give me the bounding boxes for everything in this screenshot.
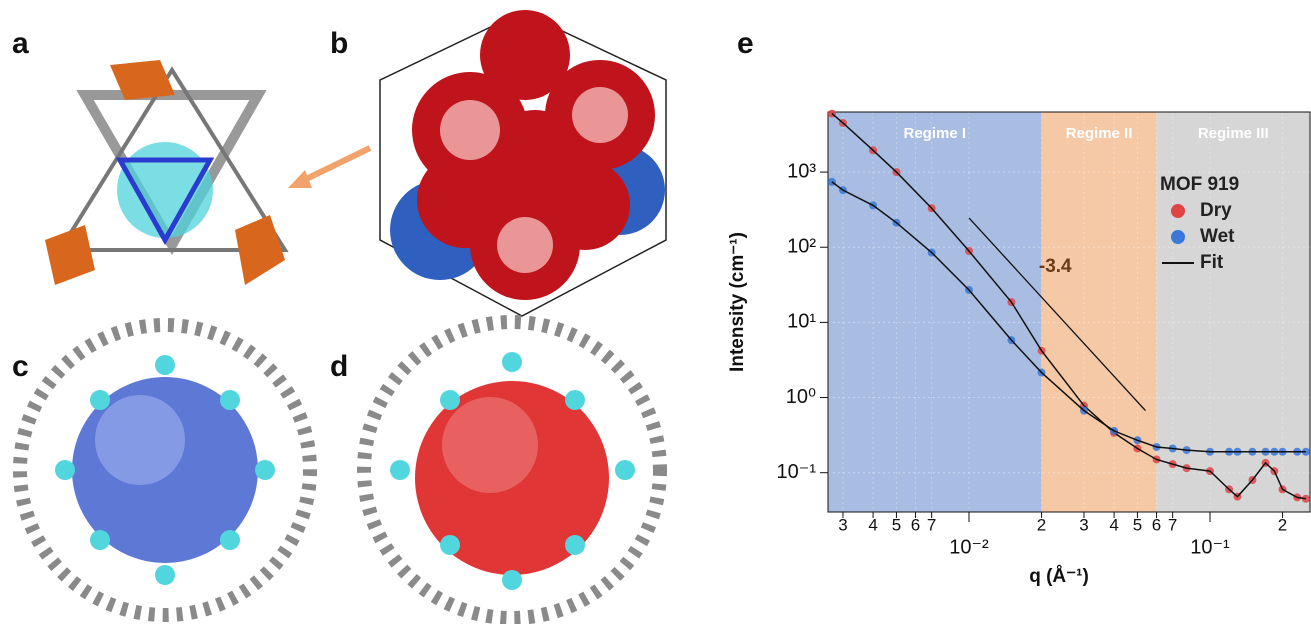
panel-label: a	[12, 27, 29, 60]
arrow-head	[288, 170, 312, 188]
regime-label: Regime II	[1066, 125, 1133, 142]
y-tick-label: 10⁰	[786, 386, 816, 408]
legend-label: Wet	[1200, 226, 1235, 247]
annotation: -3.4	[1039, 256, 1072, 277]
x-tick-label: 7	[927, 515, 936, 534]
x-tick-label: 10⁻¹	[1190, 536, 1230, 558]
x-tick-label: 7	[1168, 515, 1177, 534]
x-tick-label: 3	[838, 515, 847, 534]
legend-marker	[1171, 204, 1185, 218]
x-tick-label: 3	[1079, 515, 1088, 534]
y-tick-label: 10³	[787, 160, 816, 182]
figure: a b c d e Regime I Regime II Regime III 10⁻…	[0, 0, 1311, 624]
x-tick-label: 10⁻²	[949, 536, 989, 558]
panel-d-structure	[364, 322, 660, 618]
panel-label: b	[330, 27, 348, 60]
panel-b-structure	[380, 10, 666, 316]
y-tick-label: 10²	[787, 236, 816, 258]
x-tick-label: 5	[892, 515, 901, 534]
legend-marker	[1171, 230, 1185, 244]
y-axis-label: Intensity (cm⁻¹)	[727, 232, 748, 372]
panel-label: e	[737, 27, 754, 60]
x-tick-label: 5	[1133, 515, 1142, 534]
regime-label: Regime III	[1198, 125, 1269, 142]
x-tick-label: 6	[911, 515, 920, 534]
arrow	[300, 148, 370, 182]
x-axis-label: q (Å⁻¹)	[1029, 566, 1089, 587]
x-tick-label: 2	[1278, 515, 1287, 534]
y-tick-label: 10¹	[787, 311, 816, 333]
legend-title: MOF 919	[1160, 174, 1239, 195]
x-tick-label: 4	[868, 515, 877, 534]
legend-label: Dry	[1200, 200, 1232, 221]
x-tick-label: 4	[1109, 515, 1118, 534]
panel-label: d	[330, 350, 348, 383]
y-tick-label: 10⁻¹	[777, 461, 817, 483]
x-tick-label: 2	[1037, 515, 1046, 534]
panel-label: c	[12, 350, 29, 383]
regime-label: Regime I	[904, 125, 967, 142]
panel-c-structure	[20, 325, 310, 615]
x-tick-label: 6	[1152, 515, 1161, 534]
chart: Regime I Regime II Regime III 10⁻¹ 10⁰ 10¹ 10²…	[727, 110, 1310, 587]
panel-a-structure	[45, 60, 285, 285]
legend-label: Fit	[1200, 252, 1224, 273]
